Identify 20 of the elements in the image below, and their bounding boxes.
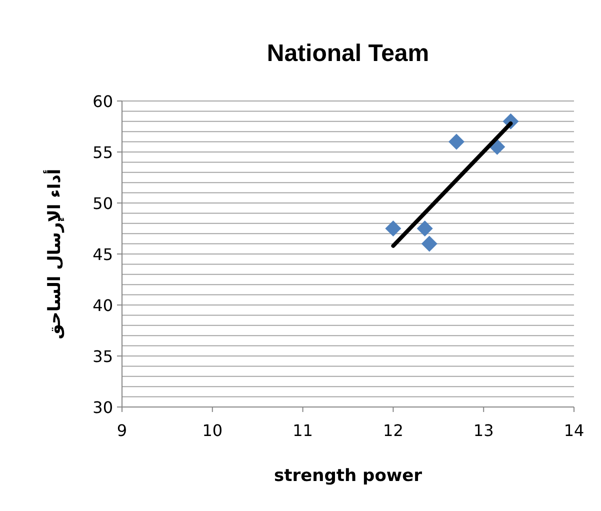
x-tick-label: 10 [202, 421, 223, 440]
y-tick-label: 60 [92, 92, 113, 111]
point [421, 236, 438, 252]
y-tick-label: 40 [92, 296, 113, 315]
chart-title: National Team [266, 40, 430, 67]
x-axis-title: strength power [274, 466, 423, 486]
y-axis-title: أداء الإرسال الساحق [43, 168, 65, 340]
x-tick-label: 12 [383, 421, 404, 440]
point [416, 220, 433, 236]
y-tick-label: 55 [92, 143, 113, 162]
y-tick-label: 50 [92, 194, 113, 213]
x-tick-label: 14 [564, 421, 584, 440]
point [385, 220, 402, 236]
y-tick-label: 45 [92, 245, 113, 264]
point [448, 134, 464, 150]
x-tick-label: 11 [292, 421, 313, 440]
x-tick-label: 13 [473, 421, 494, 440]
y-tick-label: 30 [92, 398, 113, 417]
x-tick-label: 9 [116, 421, 128, 440]
y-tick-label: 35 [92, 347, 113, 366]
